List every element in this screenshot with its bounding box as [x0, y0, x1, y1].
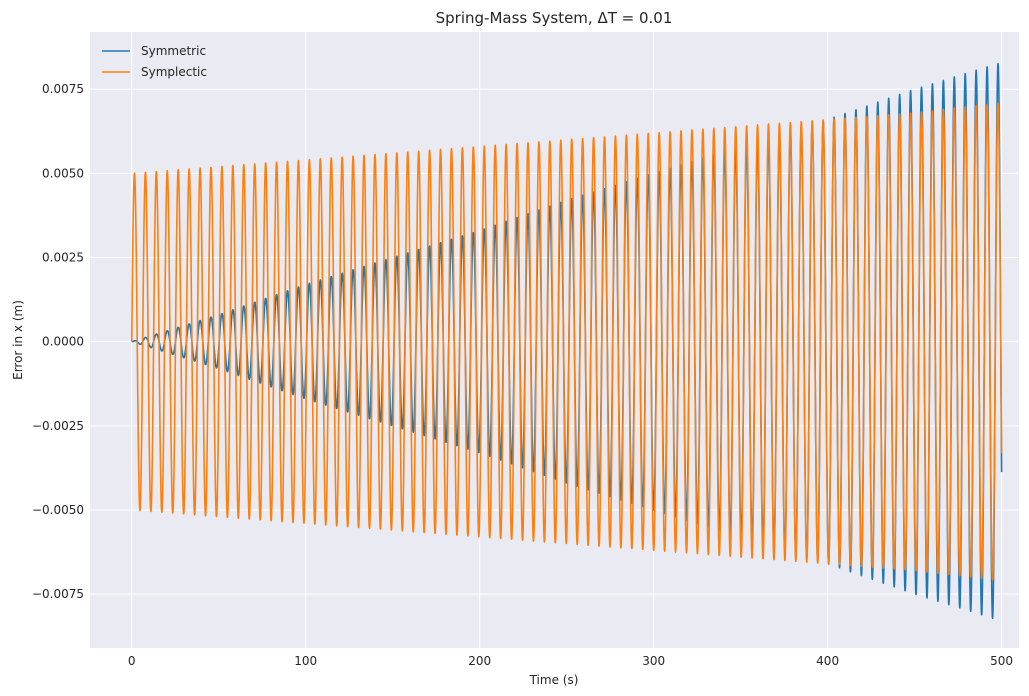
x-tick-label: 400: [816, 654, 839, 668]
x-tick-label: 100: [294, 654, 317, 668]
y-tick-label: −0.0025: [32, 419, 84, 433]
y-tick-label: −0.0075: [32, 587, 84, 601]
legend-label-symplectic: Symplectic: [141, 65, 207, 79]
x-tick-label: 0: [128, 654, 136, 668]
series-line-symplectic: [130, 102, 1003, 581]
y-tick-label: 0.0050: [42, 166, 84, 180]
y-tick-label: 0.0025: [42, 251, 84, 265]
y-axis-label: Error in x (m): [11, 300, 25, 380]
legend-label-symmetric: Symmetric: [141, 44, 206, 58]
y-axis-ticks: −0.0075 −0.0050 −0.0025 0.0000 0.0025 0.0050 0…: [32, 82, 84, 601]
x-tick-label: 300: [642, 654, 665, 668]
y-tick-label: 0.0000: [42, 335, 84, 349]
x-tick-label: 500: [990, 654, 1013, 668]
series-lines: [130, 62, 1003, 620]
chart-title: Spring-Mass System, ΔT = 0.01: [436, 9, 673, 27]
x-axis-ticks: 0 100 200 300 400 500: [128, 654, 1013, 668]
y-tick-label: 0.0075: [42, 82, 84, 96]
x-axis-label: Time (s): [529, 673, 579, 687]
legend: Symmetric Symplectic: [102, 44, 207, 79]
y-tick-label: −0.0050: [32, 503, 84, 517]
x-tick-label: 200: [468, 654, 491, 668]
